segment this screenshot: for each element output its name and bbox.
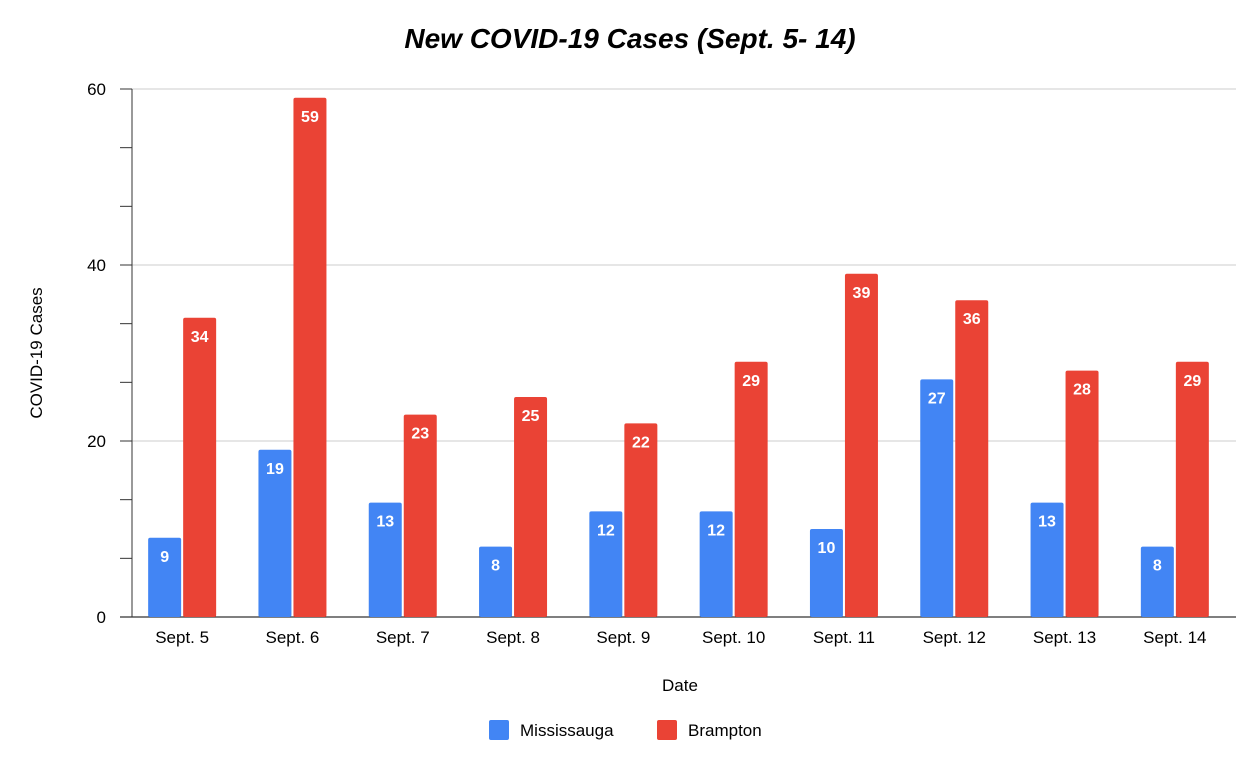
legend-swatch	[489, 720, 509, 740]
x-tick-label: Sept. 6	[266, 628, 320, 647]
bar-mississauga	[589, 511, 623, 617]
bar-brampton	[624, 423, 658, 617]
y-tick-label: 40	[87, 256, 106, 275]
bar-mississauga	[479, 546, 513, 617]
data-label: 8	[1153, 558, 1162, 575]
bar-brampton	[955, 300, 989, 617]
y-tick-label: 20	[87, 432, 106, 451]
bar-brampton	[293, 97, 327, 618]
bar-mississauga	[258, 449, 292, 617]
legend-label: Brampton	[688, 721, 762, 740]
data-label: 23	[411, 426, 429, 443]
bars	[148, 97, 1209, 618]
chart-title: New COVID-19 Cases (Sept. 5- 14)	[404, 23, 855, 54]
data-label: 29	[742, 373, 760, 390]
bar-brampton	[734, 361, 768, 617]
legend: Mississauga Brampton	[489, 720, 762, 740]
bar-mississauga	[148, 537, 182, 617]
x-tick-label: Sept. 12	[923, 628, 986, 647]
x-tick-label: Sept. 10	[702, 628, 765, 647]
data-label: 29	[1183, 373, 1201, 390]
x-tick-label: Sept. 9	[596, 628, 650, 647]
bar-mississauga	[1030, 502, 1064, 617]
data-label: 36	[963, 311, 981, 328]
bar-mississauga	[809, 529, 843, 617]
legend-swatch	[657, 720, 677, 740]
data-label: 59	[301, 109, 319, 126]
y-tick-label: 60	[87, 80, 106, 99]
bar-brampton	[1175, 361, 1209, 617]
bar-brampton	[844, 273, 878, 617]
bar-brampton	[403, 414, 437, 617]
tick-labels: 0 20 40 60 Sept. 5 Sept. 6 Sept. 7 Sept. 8 Sept.…	[87, 80, 1206, 647]
data-label: 25	[522, 408, 540, 425]
data-label: 19	[266, 461, 284, 478]
bar-mississauga	[368, 502, 402, 617]
x-tick-label: Sept. 8	[486, 628, 540, 647]
y-axis-label: COVID-19 Cases	[27, 287, 46, 418]
data-label: 13	[376, 514, 394, 531]
data-label: 34	[191, 329, 209, 346]
bar-brampton	[514, 397, 548, 617]
x-tick-label: Sept. 5	[155, 628, 209, 647]
x-tick-label: Sept. 14	[1143, 628, 1206, 647]
legend-label: Mississauga	[520, 721, 614, 740]
x-tick-label: Sept. 13	[1033, 628, 1096, 647]
data-label: 13	[1038, 514, 1056, 531]
data-label: 12	[707, 522, 725, 539]
y-tick-label: 0	[97, 608, 106, 627]
data-label: 9	[160, 549, 169, 566]
data-label: 27	[928, 390, 946, 407]
data-label: 10	[818, 540, 836, 557]
bar-mississauga	[1140, 546, 1174, 617]
data-label: 22	[632, 434, 650, 451]
data-label: 28	[1073, 382, 1091, 399]
bar-brampton	[1065, 370, 1099, 617]
x-tick-label: Sept. 7	[376, 628, 430, 647]
bar-mississauga	[920, 379, 954, 617]
data-labels: 9 34 19 59 13 23 8 25 12 22 12 29 10 39 27 36 13 28 8 29	[160, 109, 1201, 575]
x-tick-label: Sept. 11	[813, 628, 875, 647]
data-label: 12	[597, 522, 615, 539]
data-label: 39	[853, 285, 871, 302]
bar-mississauga	[699, 511, 733, 617]
data-label: 8	[491, 558, 500, 575]
bar-brampton	[183, 317, 217, 617]
x-axis-label: Date	[662, 676, 698, 695]
